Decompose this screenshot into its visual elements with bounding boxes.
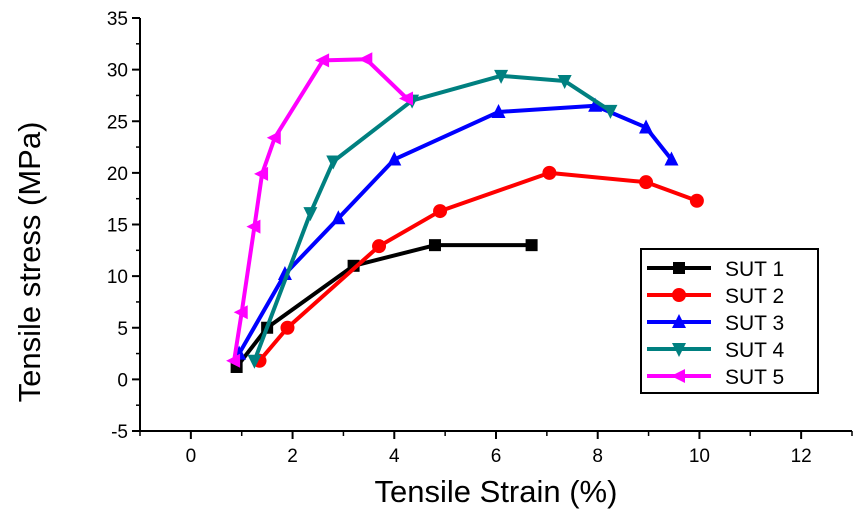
y-tick-label: 35 <box>107 9 128 30</box>
legend-marker <box>673 262 685 274</box>
data-point <box>246 219 261 234</box>
legend-label: SUT 3 <box>725 312 784 335</box>
data-point <box>331 210 346 225</box>
legend-label: SUT 2 <box>725 285 784 308</box>
data-point <box>372 239 387 254</box>
y-tick-label: 30 <box>107 61 128 82</box>
y-tick-label: 5 <box>117 319 128 340</box>
series-layer <box>226 52 704 373</box>
data-point <box>266 130 281 145</box>
y-tick-label: 15 <box>107 216 128 237</box>
series-line <box>252 73 612 362</box>
legend-label: SUT 5 <box>725 366 784 389</box>
legend-label: SUT 4 <box>725 339 784 362</box>
legend: SUT 1 SUT 2 SUT 3 SUT 4 SUT 5 <box>640 248 819 394</box>
legend-box <box>640 248 819 394</box>
data-point <box>399 91 413 106</box>
y-tick-label: 0 <box>117 370 128 391</box>
data-point <box>280 320 295 335</box>
data-point <box>226 353 241 368</box>
y-axis: -5 0 5 10 15 20 25 30 35 <box>107 9 140 443</box>
legend-marker <box>672 343 686 357</box>
data-point <box>358 52 373 67</box>
series-line <box>237 103 674 355</box>
data-point <box>639 119 654 134</box>
data-point <box>433 204 448 219</box>
data-point <box>491 103 506 118</box>
data-point <box>233 305 248 320</box>
y-tick-label: 20 <box>107 164 128 185</box>
x-tick-label: 12 <box>791 446 812 467</box>
x-tick-label: 0 <box>186 446 197 467</box>
data-point <box>639 175 654 190</box>
legend-marker <box>672 288 686 302</box>
data-point <box>326 155 341 170</box>
data-point <box>247 354 262 369</box>
data-point <box>254 166 269 181</box>
series-sut-3 <box>232 97 679 360</box>
y-axis-title: Tensile stress (MPa) <box>12 122 47 403</box>
series-sut-4 <box>247 69 618 369</box>
data-point <box>542 165 557 180</box>
data-point <box>588 97 603 112</box>
data-point <box>494 69 509 84</box>
data-point <box>525 239 538 252</box>
y-tick-label: -5 <box>111 422 128 443</box>
data-point <box>315 53 330 68</box>
x-axis: 0 2 4 6 8 10 12 <box>139 431 853 467</box>
legend-marker <box>672 314 686 328</box>
x-tick-label: 4 <box>389 446 400 467</box>
data-point <box>689 193 704 208</box>
x-tick-label: 6 <box>491 446 502 467</box>
data-point <box>428 239 441 252</box>
series-sut-5 <box>226 52 413 368</box>
series-line <box>235 243 532 369</box>
data-point <box>603 104 618 119</box>
x-tick-label: 8 <box>592 446 603 467</box>
series-line <box>257 170 698 363</box>
legend-marker <box>671 369 685 383</box>
x-tick-label: 10 <box>689 446 710 467</box>
series-sut-2 <box>252 165 704 368</box>
data-point <box>387 151 402 166</box>
legend-label: SUT 1 <box>725 258 784 281</box>
data-point <box>557 74 572 89</box>
data-point <box>664 151 679 166</box>
y-tick-label: 10 <box>107 267 128 288</box>
x-tick-label: 2 <box>287 446 298 467</box>
x-axis-title: Tensile Strain (%) <box>375 474 618 509</box>
data-point <box>303 207 318 222</box>
y-tick-label: 25 <box>107 112 128 133</box>
